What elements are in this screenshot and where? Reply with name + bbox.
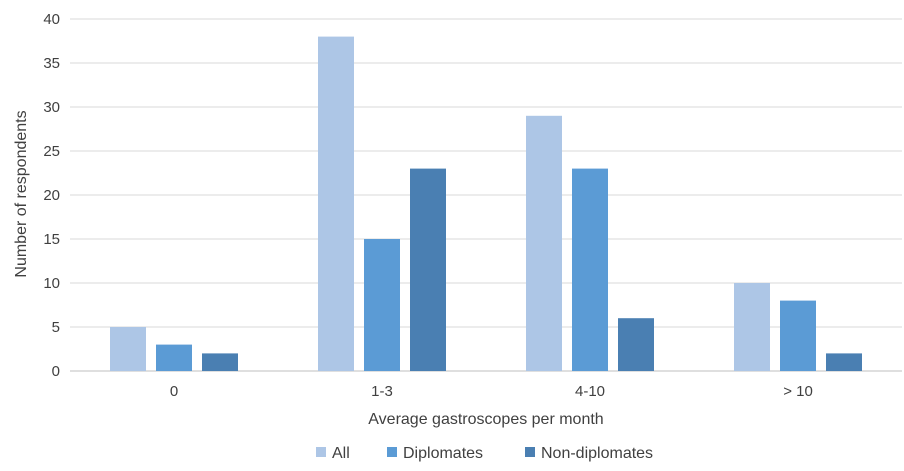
- bar: [110, 327, 146, 371]
- y-tick-label: 30: [43, 99, 60, 116]
- gridlines: [70, 18, 902, 372]
- bar: [618, 318, 654, 371]
- y-tick-label: 15: [43, 231, 60, 248]
- legend-label: All: [332, 445, 350, 462]
- x-tick-label: 4-10: [575, 383, 605, 400]
- y-axis-ticks: 0 5 10 15 20 25 30 35 40: [43, 11, 60, 380]
- bar: [826, 353, 862, 371]
- bar: [318, 36, 354, 371]
- bar: [410, 168, 446, 371]
- bars: [110, 36, 862, 371]
- x-tick-label: 0: [170, 383, 178, 400]
- legend-label: Non-diplomates: [541, 445, 653, 462]
- bar: [780, 300, 816, 371]
- bar: [572, 168, 608, 371]
- x-axis-title: Average gastroscopes per month: [368, 411, 603, 428]
- legend-swatch: [525, 447, 535, 457]
- x-tick-label: > 10: [783, 383, 813, 400]
- legend-swatch: [387, 447, 397, 457]
- y-tick-label: 10: [43, 275, 60, 292]
- y-tick-label: 0: [52, 363, 60, 380]
- bar: [156, 344, 192, 371]
- y-tick-label: 20: [43, 187, 60, 204]
- y-tick-label: 5: [52, 319, 60, 336]
- bar: [202, 353, 238, 371]
- x-axis-ticks: 0 1-3 4-10 > 10: [170, 383, 813, 400]
- legend-swatch: [316, 447, 326, 457]
- bar: [734, 283, 770, 371]
- legend-label: Diplomates: [403, 445, 483, 462]
- y-tick-label: 35: [43, 55, 60, 72]
- bar: [364, 239, 400, 371]
- x-tick-label: 1-3: [371, 383, 393, 400]
- legend: All Diplomates Non-diplomates: [316, 445, 653, 462]
- y-tick-label: 40: [43, 11, 60, 28]
- y-axis-title: Number of respondents: [13, 110, 30, 277]
- y-tick-label: 25: [43, 143, 60, 160]
- bar: [526, 115, 562, 371]
